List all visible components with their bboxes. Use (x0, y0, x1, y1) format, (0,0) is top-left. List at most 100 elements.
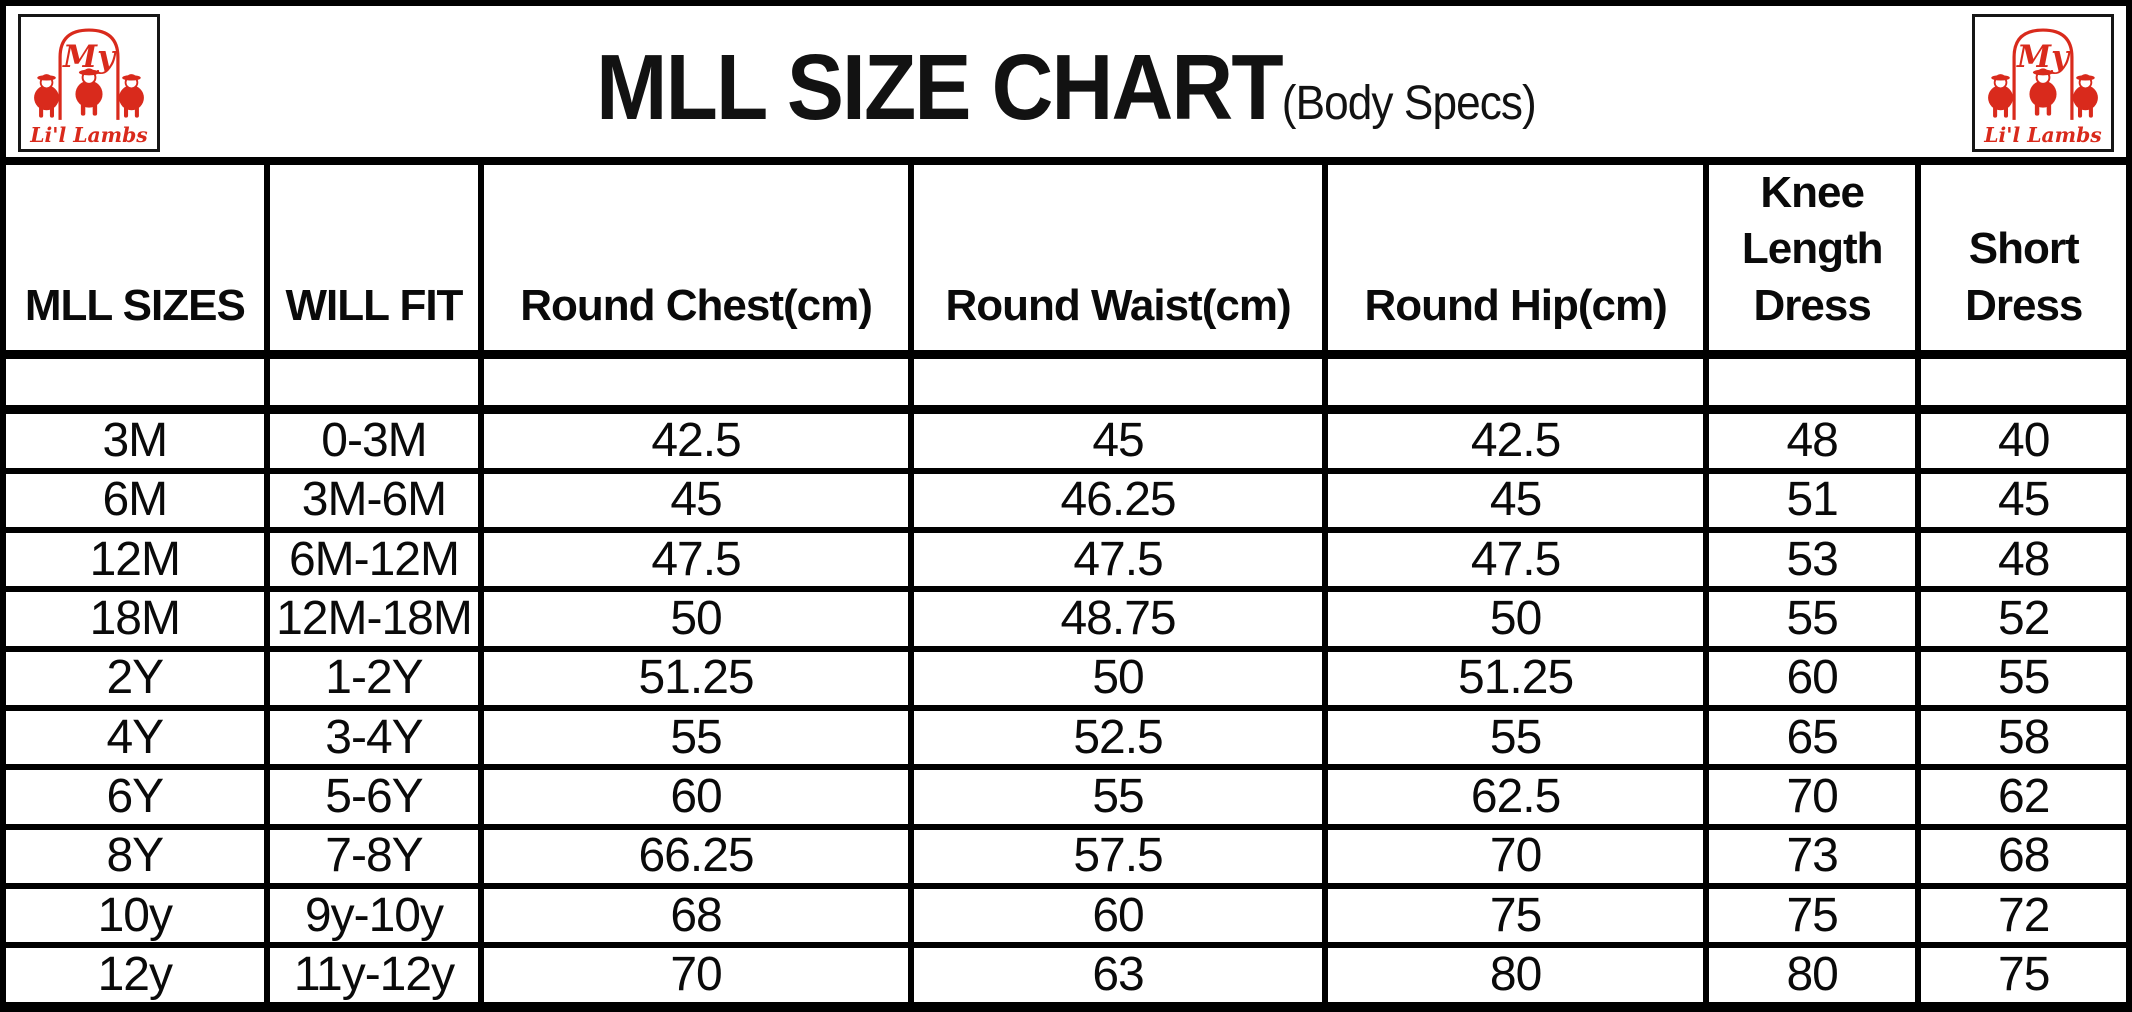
table-cell: 6Y (0, 764, 270, 830)
spacer-cell (907, 351, 1329, 415)
table-cell: 55 (1915, 645, 2132, 711)
spacer-cell (0, 351, 270, 415)
col-header-mll-sizes: MLL SIZES (0, 156, 270, 359)
table-cell: 4Y (0, 704, 270, 771)
table-cell: 50 (1322, 586, 1709, 652)
col-header-will-fit: WILL FIT (263, 156, 485, 359)
table-cell: 60 (1702, 645, 1922, 711)
table-cell: 75 (1915, 942, 2132, 1012)
table-cell: 55 (907, 764, 1329, 830)
table-cell: 3M-6M (263, 467, 485, 533)
table-cell: 55 (1322, 704, 1709, 771)
page-title: MLL SIZE CHART (596, 35, 1283, 139)
table-row-12y: 12y 11y-12y 70 63 80 80 75 (0, 942, 2132, 1012)
table-row-10y: 10y 9y-10y 68 60 75 75 72 (0, 883, 2132, 949)
table-row-18m: 18M 12M-18M 50 48.75 50 55 52 (0, 586, 2132, 652)
table-row-8y: 8Y 7-8Y 66.25 57.5 70 73 68 (0, 823, 2132, 890)
table-cell: 52 (1915, 586, 2132, 652)
table-cell: 48.75 (907, 586, 1329, 652)
col-header-round-waist: Round Waist(cm) (907, 156, 1329, 359)
table-cell: 62 (1915, 764, 2132, 830)
banner: MLL SIZE CHART (Body Specs) (0, 0, 2132, 157)
table-cell: 80 (1702, 942, 1922, 1012)
table-cell: 53 (1702, 526, 1922, 593)
table-cell: 52.5 (907, 704, 1329, 771)
brand-logo-left (18, 13, 160, 152)
spacer-cell (263, 351, 485, 415)
spacer-cell (1322, 351, 1709, 415)
spacer-cell (1915, 351, 2132, 415)
table-cell: 68 (478, 883, 914, 949)
table-cell: 70 (478, 942, 914, 1012)
brand-logo-right (1972, 13, 2114, 152)
table-cell: 55 (1702, 586, 1922, 652)
table-cell: 48 (1915, 526, 2132, 593)
table-cell: 9y-10y (263, 883, 485, 949)
table-cell: 5-6Y (263, 764, 485, 830)
table-cell: 7-8Y (263, 823, 485, 890)
table-row-2y: 2Y 1-2Y 51.25 50 51.25 60 55 (0, 645, 2132, 711)
table-cell: 46.25 (907, 467, 1329, 533)
table-cell: 45 (907, 406, 1329, 474)
col-header-round-hip: Round Hip(cm) (1322, 156, 1709, 359)
table-cell: 70 (1702, 764, 1922, 830)
table-cell: 51.25 (478, 645, 914, 711)
table-cell: 58 (1915, 704, 2132, 771)
table-cell: 12y (0, 942, 270, 1012)
table-row-6y: 6Y 5-6Y 60 55 62.5 70 62 (0, 764, 2132, 830)
lambs-logo-icon (1979, 19, 2107, 147)
table-cell: 12M (0, 526, 270, 593)
table-cell: 6M (0, 467, 270, 533)
header-row: MLL SIZES WILL FIT Round Chest(cm) Round… (0, 156, 2132, 359)
table-cell: 45 (478, 467, 914, 533)
col-header-short-dress: Short Dress (1915, 156, 2132, 359)
col-header-knee-length-dress: Knee Length Dress (1702, 156, 1922, 359)
table-cell: 3M (0, 406, 270, 474)
table-cell: 55 (478, 704, 914, 771)
table-cell: 1-2Y (263, 645, 485, 711)
table-cell: 3-4Y (263, 704, 485, 771)
table-cell: 40 (1915, 406, 2132, 474)
lambs-logo-icon (25, 19, 153, 147)
table-cell: 51.25 (1322, 645, 1709, 711)
table-cell: 72 (1915, 883, 2132, 949)
table-cell: 47.5 (1322, 526, 1709, 593)
table-cell: 75 (1322, 883, 1709, 949)
page-subtitle: (Body Specs) (1281, 77, 1537, 130)
col-header-round-chest: Round Chest(cm) (478, 156, 914, 359)
table-cell: 57.5 (907, 823, 1329, 890)
spacer-row (0, 351, 2132, 415)
table-cell: 62.5 (1322, 764, 1709, 830)
table-cell: 50 (907, 645, 1329, 711)
table-cell: 11y-12y (263, 942, 485, 1012)
table-cell: 45 (1322, 467, 1709, 533)
table-cell: 70 (1322, 823, 1709, 890)
table-cell: 80 (1322, 942, 1709, 1012)
table-cell: 47.5 (907, 526, 1329, 593)
table-cell: 60 (907, 883, 1329, 949)
table-cell: 45 (1915, 467, 2132, 533)
table-cell: 51 (1702, 467, 1922, 533)
table-cell: 75 (1702, 883, 1922, 949)
table-row-4y: 4Y 3-4Y 55 52.5 55 65 58 (0, 704, 2132, 771)
table-row-6m: 6M 3M-6M 45 46.25 45 51 45 (0, 467, 2132, 533)
title-block: MLL SIZE CHART (Body Specs) (232, 31, 1899, 134)
table-cell: 47.5 (478, 526, 914, 593)
table-cell: 42.5 (478, 406, 914, 474)
spacer-cell (478, 351, 914, 415)
table-cell: 65 (1702, 704, 1922, 771)
table-cell: 73 (1702, 823, 1922, 890)
table-cell: 42.5 (1322, 406, 1709, 474)
table-cell: 10y (0, 883, 270, 949)
table-row-12m: 12M 6M-12M 47.5 47.5 47.5 53 48 (0, 526, 2132, 593)
table-cell: 0-3M (263, 406, 485, 474)
spacer-cell (1702, 351, 1922, 415)
table-cell: 6M-12M (263, 526, 485, 593)
table-cell: 50 (478, 586, 914, 652)
table-cell: 12M-18M (263, 586, 485, 652)
size-table: MLL SIZES WILL FIT Round Chest(cm) Round… (0, 156, 2132, 1012)
table-cell: 18M (0, 586, 270, 652)
table-cell: 63 (907, 942, 1329, 1012)
table-cell: 68 (1915, 823, 2132, 890)
